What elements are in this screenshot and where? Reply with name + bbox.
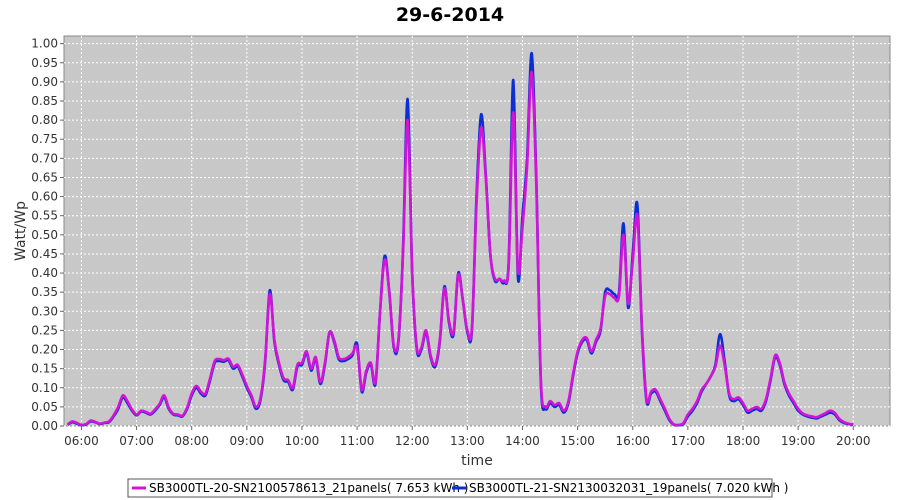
x-tick-label-11: 17:00 xyxy=(671,434,706,448)
x-tick-label-8: 14:00 xyxy=(505,434,540,448)
legend-label-2: SB3000TL-20-SN2100578613_21panels( 7.653… xyxy=(149,481,468,495)
y-tick-label-18: 0.90 xyxy=(31,75,58,89)
x-tick-label-10: 16:00 xyxy=(615,434,650,448)
x-tick-label-12: 18:00 xyxy=(726,434,761,448)
y-tick-label-19: 0.95 xyxy=(31,56,58,70)
x-tick-label-13: 19:00 xyxy=(781,434,816,448)
x-tick-label-2: 08:00 xyxy=(174,434,209,448)
x-axis-ticks: 06:00 07:00 08:00 09:00 10:00 11:00 12:00 13:00… xyxy=(64,426,871,448)
y-tick-label-6: 0.30 xyxy=(31,304,58,318)
x-tick-label-0: 06:00 xyxy=(64,434,99,448)
y-tick-label-17: 0.85 xyxy=(31,94,58,108)
x-tick-label-3: 09:00 xyxy=(230,434,265,448)
y-tick-label-5: 0.25 xyxy=(31,323,58,337)
y-tick-label-14: 0.70 xyxy=(31,151,58,165)
legend: SB3000TL-20-SN2100578613_21panels( 7.653… xyxy=(127,478,788,498)
x-tick-label-6: 12:00 xyxy=(395,434,430,448)
chart-title: 29-6-2014 xyxy=(396,4,504,26)
y-tick-label-9: 0.45 xyxy=(31,247,58,261)
x-tick-label-7: 13:00 xyxy=(450,434,485,448)
x-axis-label: time xyxy=(461,453,493,469)
y-tick-label-7: 0.35 xyxy=(31,285,58,299)
x-tick-label-14: 20:00 xyxy=(836,434,871,448)
y-tick-label-12: 0.60 xyxy=(31,190,58,204)
y-tick-label-13: 0.65 xyxy=(31,170,58,184)
y-tick-label-20: 1.00 xyxy=(31,37,58,51)
y-tick-label-0: 0.00 xyxy=(31,419,58,433)
y-tick-label-2: 0.10 xyxy=(31,381,58,395)
y-tick-label-3: 0.15 xyxy=(31,362,58,376)
series-lines xyxy=(66,51,854,427)
legend-box xyxy=(127,478,773,498)
y-tick-label-10: 0.50 xyxy=(31,228,58,242)
legend-label-1: SB3000TL-21-SN2130032031_19panels( 7.020… xyxy=(469,481,788,495)
y-tick-label-8: 0.40 xyxy=(31,266,58,280)
y-tick-label-16: 0.80 xyxy=(31,113,58,127)
y-tick-label-1: 0.05 xyxy=(31,400,58,414)
y-tick-label-15: 0.75 xyxy=(31,132,58,146)
x-tick-label-1: 07:00 xyxy=(119,434,154,448)
x-tick-label-4: 10:00 xyxy=(285,434,320,448)
plot-area xyxy=(63,35,891,427)
series-line-2 xyxy=(66,70,854,427)
y-axis-ticks: 0.00 0.05 0.10 0.15 0.20 0.25 0.30 0.35 0.40 0.45… xyxy=(31,37,64,433)
x-tick-label-5: 11:00 xyxy=(340,434,375,448)
y-axis-label: Watt/Wp xyxy=(13,201,29,261)
y-tick-label-11: 0.55 xyxy=(31,209,58,223)
x-tick-label-9: 15:00 xyxy=(560,434,595,448)
y-tick-label-4: 0.20 xyxy=(31,343,58,357)
